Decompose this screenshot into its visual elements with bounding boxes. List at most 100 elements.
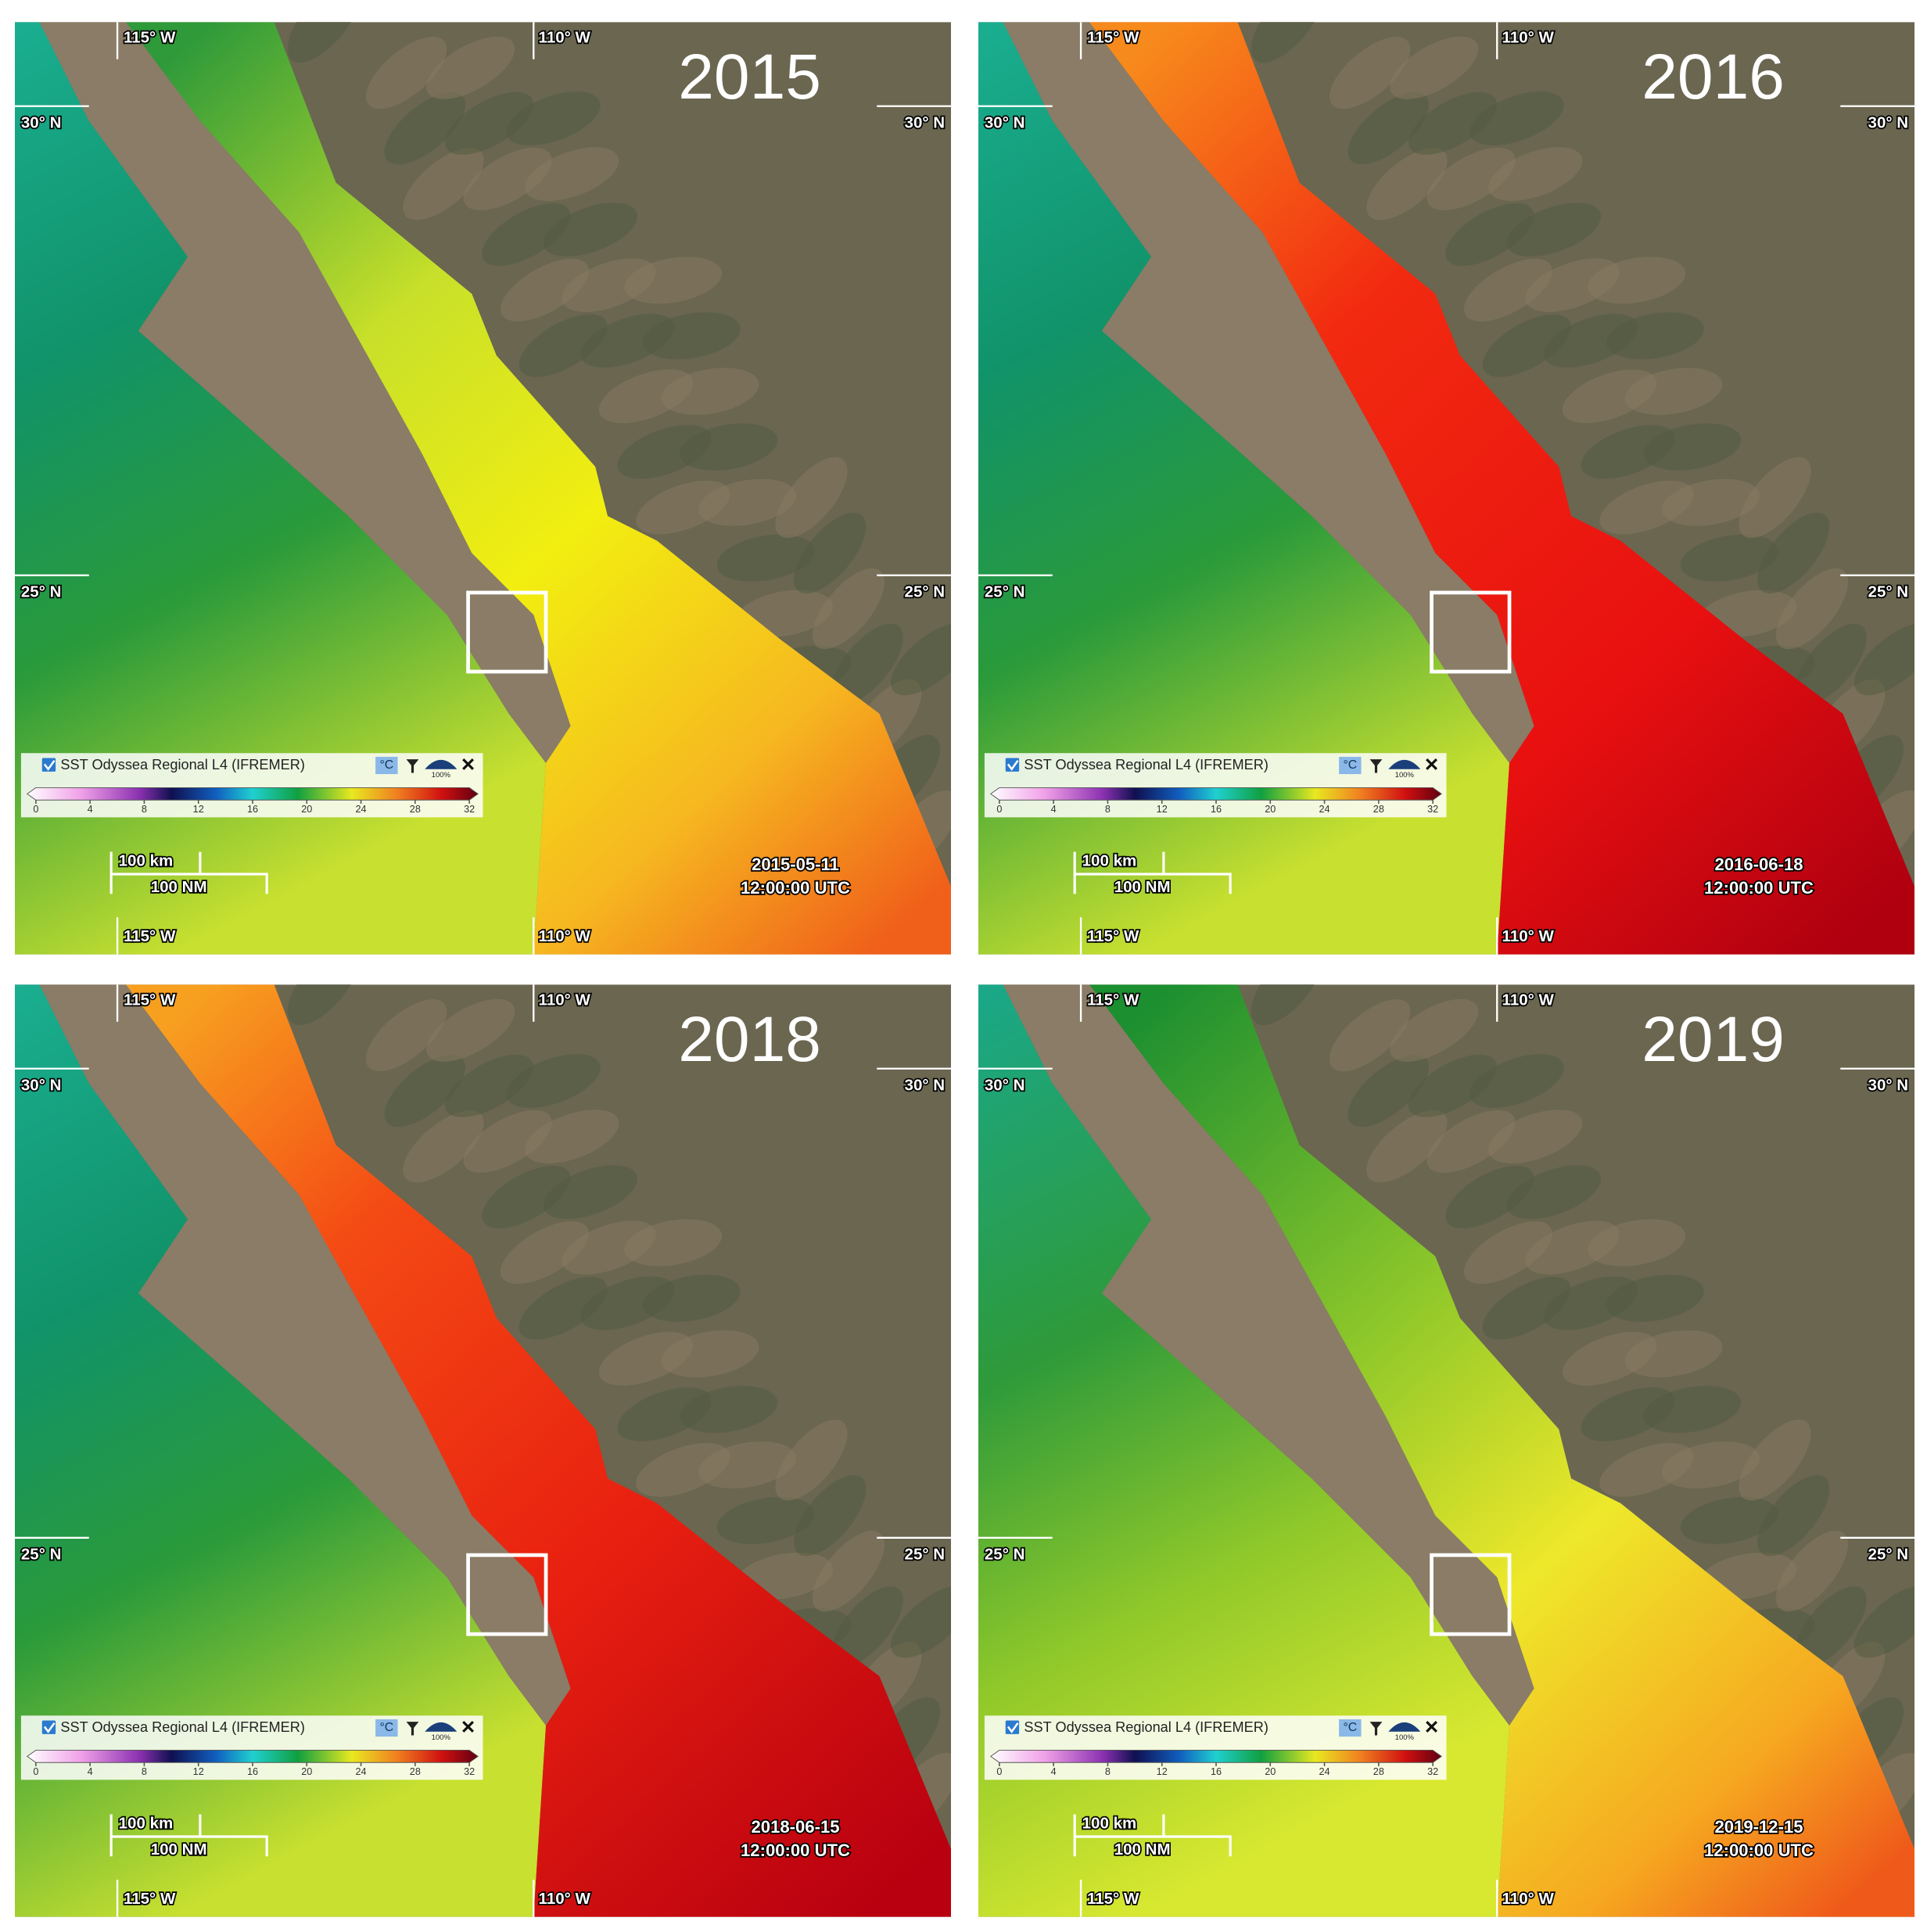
terrain bbox=[1680, 1496, 1778, 1544]
terrain bbox=[426, 36, 515, 99]
terrain bbox=[1739, 1419, 1811, 1501]
terrain bbox=[1469, 1054, 1564, 1108]
scale-bar bbox=[1073, 1814, 1232, 1857]
terrain bbox=[1347, 1055, 1430, 1127]
terrain bbox=[1426, 147, 1516, 210]
latitude-label: 25° N bbox=[1868, 1545, 1909, 1563]
longitude-label: 110° W bbox=[539, 28, 591, 46]
terrain bbox=[384, 92, 466, 165]
legend-box bbox=[20, 753, 483, 818]
terrain bbox=[506, 1054, 601, 1108]
terrain bbox=[1408, 1054, 1497, 1117]
latitude-label: 25° N bbox=[985, 582, 1025, 600]
scale-metric: 100 km bbox=[1082, 1815, 1137, 1833]
terrain bbox=[1469, 91, 1564, 145]
terrain bbox=[1347, 92, 1430, 165]
terrain bbox=[1525, 258, 1620, 313]
latitude-label: 30° N bbox=[21, 113, 62, 131]
scale-metric: 100 km bbox=[119, 1815, 174, 1833]
latitude-label: 30° N bbox=[21, 1076, 62, 1094]
terrain bbox=[661, 1330, 759, 1378]
opacity-icon bbox=[1388, 759, 1421, 769]
latitude-label: 30° N bbox=[1868, 1076, 1909, 1094]
baja-peninsula bbox=[39, 984, 571, 1726]
scale-nautical: 100 NM bbox=[151, 878, 207, 896]
filter-icon bbox=[1369, 1722, 1383, 1736]
terrain bbox=[1854, 1586, 1914, 1658]
terrain bbox=[831, 1586, 903, 1668]
terrain bbox=[1581, 425, 1675, 479]
time-label: 12:00:00 UTC bbox=[741, 1841, 850, 1860]
legend-checkbox bbox=[41, 1720, 56, 1734]
filter-icon bbox=[1369, 759, 1383, 773]
terrain bbox=[617, 425, 712, 479]
terrain bbox=[543, 203, 638, 257]
colorbar bbox=[26, 1749, 479, 1763]
latitude-label: 25° N bbox=[905, 1545, 946, 1563]
legend-box bbox=[20, 1715, 483, 1780]
terrain bbox=[482, 1165, 571, 1229]
legend-checkbox bbox=[41, 758, 56, 772]
colorbar-tick-label: 20 bbox=[301, 804, 312, 815]
latitude-label: 25° N bbox=[1868, 582, 1909, 600]
unit-box bbox=[1339, 1719, 1362, 1737]
terrain bbox=[1488, 147, 1583, 201]
terrain bbox=[716, 534, 815, 582]
scale-nautical: 100 NM bbox=[151, 1841, 207, 1859]
year-label: 2018 bbox=[678, 1004, 821, 1075]
latitude-label: 25° N bbox=[985, 1545, 1025, 1563]
terrain bbox=[1606, 312, 1704, 360]
close-icon bbox=[462, 758, 474, 770]
gulf-of-california bbox=[126, 22, 951, 955]
latitude-label: 25° N bbox=[905, 582, 946, 600]
terrain bbox=[1775, 1530, 1849, 1612]
colorbar-tick-label: 8 bbox=[1105, 1766, 1111, 1777]
colorbar-tick-label: 24 bbox=[356, 804, 367, 815]
unit-box bbox=[375, 756, 398, 775]
terrain bbox=[1366, 1110, 1448, 1183]
terrain bbox=[1251, 984, 1323, 1026]
unit-label: °C bbox=[1343, 758, 1357, 772]
unit-label: °C bbox=[1343, 1721, 1357, 1734]
terrain bbox=[500, 259, 589, 322]
legend-checkbox bbox=[1005, 1720, 1020, 1734]
colorbar-tick-label: 8 bbox=[142, 804, 147, 815]
colorbar bbox=[989, 1749, 1442, 1763]
longitude-label: 110° W bbox=[1502, 991, 1555, 1009]
map-panel: 115° W 110° W 115° W 110° W 30° N 30° N 25° N 2… bbox=[978, 22, 1914, 955]
layer-name: SST Odyssea Regional L4 (IFREMER) bbox=[1024, 1719, 1268, 1735]
terrain bbox=[1739, 457, 1811, 539]
colorbar-tick-label: 32 bbox=[464, 804, 475, 815]
date-label: 2018-06-15 bbox=[752, 1817, 840, 1837]
terrain bbox=[1643, 1385, 1742, 1433]
terrain bbox=[1588, 1219, 1686, 1267]
colorbar-tick-label: 20 bbox=[301, 1766, 312, 1777]
colorbar-tick-label: 20 bbox=[1265, 804, 1276, 815]
terrain bbox=[1482, 1277, 1571, 1340]
filter-icon bbox=[406, 759, 419, 773]
colorbar-tick-label: 20 bbox=[1265, 1766, 1276, 1777]
colorbar-tick-label: 24 bbox=[1319, 804, 1330, 815]
colorbar-tick-label: 28 bbox=[1373, 1766, 1384, 1777]
study-area bbox=[1430, 590, 1512, 674]
terrain bbox=[1662, 1441, 1760, 1489]
latitude-label: 25° N bbox=[21, 1545, 62, 1563]
time-label: 12:00:00 UTC bbox=[1704, 1841, 1814, 1860]
latitude-label: 30° N bbox=[905, 113, 946, 131]
unit-label: °C bbox=[379, 1721, 393, 1734]
baja-peninsula bbox=[39, 22, 571, 763]
colorbar-tick-label: 0 bbox=[33, 804, 38, 815]
pacific-ocean bbox=[15, 22, 547, 955]
terrain bbox=[1854, 623, 1914, 696]
terrain bbox=[661, 367, 759, 415]
terrain bbox=[500, 1221, 589, 1285]
scale-bar bbox=[1073, 851, 1232, 894]
unit-label: °C bbox=[379, 758, 393, 772]
longitude-label: 115° W bbox=[1087, 927, 1139, 945]
terrain bbox=[506, 91, 601, 145]
check-mark bbox=[43, 759, 56, 771]
terrain bbox=[562, 1220, 656, 1275]
opacity-label: 100% bbox=[1395, 771, 1415, 780]
terrain bbox=[1581, 1387, 1675, 1442]
